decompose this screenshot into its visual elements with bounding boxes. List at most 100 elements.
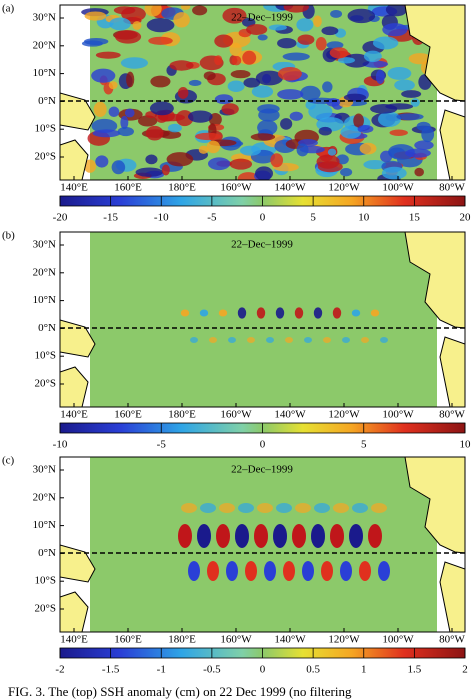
anomaly <box>394 79 415 91</box>
anomaly <box>357 124 374 133</box>
y-tick-label: 10°S <box>34 123 56 135</box>
wave <box>330 524 344 548</box>
anomaly <box>315 36 327 51</box>
colorbar-tick-label: 15 <box>409 212 421 224</box>
x-tick-label: 140°W <box>274 409 306 421</box>
anomaly <box>401 90 422 98</box>
anomaly <box>91 68 116 83</box>
anomaly <box>337 57 355 64</box>
anomaly <box>416 121 431 131</box>
wave <box>228 337 236 343</box>
wave <box>238 503 254 513</box>
land <box>60 139 89 180</box>
anomaly <box>375 69 385 84</box>
anomaly <box>389 129 408 137</box>
anomaly <box>340 125 362 139</box>
map <box>60 457 465 632</box>
y-tick-label: 20°S <box>34 151 56 163</box>
x-tick-label: 120°W <box>328 182 360 194</box>
wave <box>321 561 333 581</box>
wave <box>257 503 273 513</box>
y-tick-label: 20°N <box>33 39 56 51</box>
anomaly <box>321 26 339 36</box>
land <box>439 561 465 632</box>
wave <box>178 524 192 548</box>
anomaly <box>149 101 174 116</box>
x-tick-label: 100°W <box>382 409 414 421</box>
colorbar-tick-label: 5 <box>361 439 367 451</box>
wave <box>304 337 312 343</box>
panel-label: (b) <box>2 230 15 242</box>
y-tick-label: 30°N <box>33 239 56 251</box>
wave <box>218 309 228 317</box>
panel-label: (c) <box>2 455 15 467</box>
wave <box>361 337 369 343</box>
anomaly <box>326 41 344 49</box>
anomaly <box>296 143 309 157</box>
x-tick-label: 160°W <box>220 634 252 646</box>
wave <box>219 503 235 513</box>
anomaly <box>363 50 382 63</box>
y-tick-label: 0°N <box>38 547 56 559</box>
wave <box>340 561 352 581</box>
y-tick-label: 0°N <box>38 95 56 107</box>
land <box>60 366 89 407</box>
x-tick-label: 100°W <box>382 634 414 646</box>
anomaly <box>206 140 221 154</box>
wave <box>190 337 198 343</box>
colorbar-tick-label: -10 <box>53 439 68 451</box>
y-tick-label: 30°N <box>33 464 56 476</box>
x-tick-label: 160°W <box>220 409 252 421</box>
wave <box>197 524 211 548</box>
wave <box>247 337 255 343</box>
anomaly <box>150 75 171 88</box>
wave <box>378 561 390 581</box>
y-tick-label: 0°N <box>38 322 56 334</box>
x-tick-label: 160°W <box>220 182 252 194</box>
x-tick-label: 160°E <box>114 182 142 194</box>
land <box>60 92 96 131</box>
land <box>439 109 465 180</box>
map <box>60 232 465 407</box>
wave <box>311 524 325 548</box>
colorbar-tick-label: -5 <box>157 439 167 451</box>
anomaly <box>277 66 302 81</box>
anomaly <box>363 159 387 170</box>
anomaly <box>282 52 310 61</box>
anomaly <box>222 7 247 24</box>
date-label: 22–Dec–1999 <box>231 239 293 251</box>
map <box>60 5 465 180</box>
y-tick-label: 10°S <box>34 350 56 362</box>
anomaly <box>158 113 185 122</box>
anomaly <box>109 17 131 31</box>
y-tick-label: 10°N <box>33 519 56 531</box>
wave <box>368 524 382 548</box>
wave <box>200 503 216 513</box>
colorbar-tick-label: -1 <box>157 664 166 676</box>
colorbar-tick-label: 10 <box>460 439 472 451</box>
colorbar-tick-label: -1.5 <box>102 664 120 676</box>
colorbar-tick-label: 10 <box>358 212 370 224</box>
wave <box>294 307 304 319</box>
wave <box>254 524 268 548</box>
colorbar-tick-label: 0.5 <box>306 664 320 676</box>
anomaly <box>268 24 287 31</box>
anomaly <box>198 145 209 154</box>
wave <box>292 524 306 548</box>
anomaly <box>188 79 202 86</box>
anomaly <box>330 10 343 18</box>
x-tick-label: 140°E <box>60 409 88 421</box>
wave <box>302 561 314 581</box>
colorbar-tick-label: -5 <box>207 212 217 224</box>
land <box>60 544 96 583</box>
x-tick-label: 80°W <box>439 634 465 646</box>
x-tick-label: 180°E <box>168 634 196 646</box>
anomaly <box>227 80 245 92</box>
panel-label: (a) <box>2 3 15 15</box>
x-tick-label: 160°E <box>114 409 142 421</box>
land <box>60 591 89 632</box>
wave <box>237 307 247 319</box>
anomaly <box>188 110 213 123</box>
anomaly <box>250 133 276 141</box>
anomaly <box>93 101 107 117</box>
